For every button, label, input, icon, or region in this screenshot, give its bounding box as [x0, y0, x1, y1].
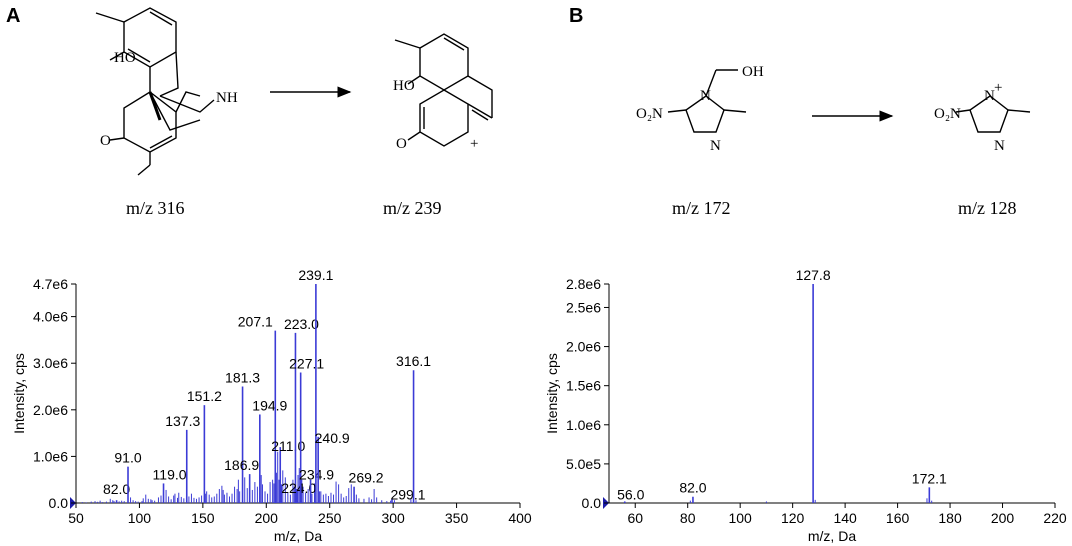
peak-label: 316.1: [396, 353, 431, 369]
panel-a-structures: A HO NH O m/z 316: [6, 5, 493, 218]
chem-label: HO: [114, 50, 136, 66]
reactant-316-structure: [95, 7, 215, 176]
product-mz-a: m/z 239: [383, 198, 442, 218]
y-tick-label: 4.0e6: [33, 309, 68, 325]
peak-label: 223.0: [284, 316, 319, 332]
y-tick-label: 0.0: [582, 495, 602, 511]
chem-label: O: [100, 133, 111, 149]
x-axis-title: m/z, Da: [274, 528, 322, 544]
y-tick-label: 5.0e5: [566, 456, 601, 472]
peak-label: 172.1: [912, 470, 947, 486]
chem-label: HO: [393, 78, 415, 94]
y-tick-label: 3.0e6: [33, 355, 68, 371]
y-tick-label: 1.5e6: [566, 378, 601, 394]
x-tick-label: 120: [781, 510, 805, 526]
peak-label: 127.8: [796, 267, 831, 283]
product-128-structure: [955, 95, 1031, 133]
peak-label: 227.1: [289, 356, 324, 372]
y-tick-label: 1.0e6: [566, 417, 601, 433]
chem-label: +: [994, 80, 1002, 96]
peak-label: 269.2: [349, 470, 384, 486]
y-tick-label: 1.0e6: [33, 448, 68, 464]
peak-label: 207.1: [238, 314, 273, 330]
x-axis-title: m/z, Da: [808, 528, 856, 544]
y-tick-label: 2.0e6: [33, 402, 68, 418]
x-tick-label: 180: [938, 510, 962, 526]
y-tick-label: 4.7e6: [33, 276, 68, 292]
x-tick-label: 160: [886, 510, 910, 526]
x-tick-label: 150: [191, 510, 215, 526]
spectrum-b: 60 80 100 120 140 160 180 200 220 0.0 5.0e5 1.0e6 1.…: [544, 267, 1067, 544]
chem-label: NH: [216, 90, 238, 106]
chem-label: O: [396, 136, 407, 152]
x-tick-label: 80: [680, 510, 696, 526]
peak-label: 299.1: [390, 486, 425, 502]
chem-label: O₂N: [934, 106, 961, 122]
peak-label: 239.1: [298, 267, 333, 283]
peak-label: 211.0: [271, 438, 305, 454]
product-239-structure: [394, 33, 493, 147]
x-tick-label: 350: [445, 510, 469, 526]
y-tick-label: 2.5e6: [566, 299, 601, 315]
x-tick-label: 140: [833, 510, 857, 526]
chem-label: +: [470, 136, 478, 152]
peak-label: 56.0: [617, 486, 644, 502]
x-tick-label: 200: [991, 510, 1015, 526]
peak-label: 224.0: [281, 480, 316, 496]
x-tick-label: 50: [68, 510, 84, 526]
x-tick-label: 300: [381, 510, 405, 526]
peak-label: 240.9: [315, 430, 350, 446]
reactant-mz-b: m/z 172: [672, 198, 731, 218]
peak-label: 137.3: [165, 413, 200, 429]
chem-label: N: [710, 138, 721, 154]
y-tick-label: 2.8e6: [566, 276, 601, 292]
chem-label: O₂N: [636, 106, 663, 122]
x-tick-label: 60: [627, 510, 643, 526]
y-tick-label: 0.0: [49, 495, 69, 511]
spectrum-a: 50 100 150 200 250 300 350 400 0.0 1.0e6 2.0e6 3.0e…: [11, 267, 532, 544]
x-tick-label: 200: [255, 510, 279, 526]
x-tick-label: 100: [128, 510, 152, 526]
y-tick-label: 2.0e6: [566, 339, 601, 355]
product-mz-b: m/z 128: [958, 198, 1017, 218]
chem-label: OH: [742, 64, 764, 80]
peak-label: 119.0: [153, 466, 187, 482]
peak-label: 181.3: [225, 370, 260, 386]
panel-b-structures: B OH O₂N N N m/z 172 O₂N N + N m/z 128: [569, 5, 1031, 218]
y-axis-title: Intensity, cps: [11, 353, 27, 434]
x-tick-label: 400: [508, 510, 532, 526]
reactant-172-structure: [667, 69, 747, 133]
chem-label: N: [700, 88, 711, 104]
chem-label: N: [984, 88, 995, 104]
x-tick-label: 250: [318, 510, 342, 526]
peak-label: 151.2: [187, 388, 222, 404]
reactant-mz-a: m/z 316: [126, 198, 185, 218]
peak-label: 186.9: [224, 457, 259, 473]
peak-label: 91.0: [114, 450, 141, 466]
chem-label: N: [994, 138, 1005, 154]
peak-label: 82.0: [679, 480, 706, 496]
x-tick-label: 100: [728, 510, 752, 526]
peak-label: 194.9: [252, 397, 287, 413]
x-tick-label: 220: [1043, 510, 1067, 526]
panel-a-label: A: [6, 5, 20, 27]
y-axis-title: Intensity, cps: [544, 353, 560, 434]
peak-label: 82.0: [103, 481, 130, 497]
panel-b-label: B: [569, 5, 583, 27]
